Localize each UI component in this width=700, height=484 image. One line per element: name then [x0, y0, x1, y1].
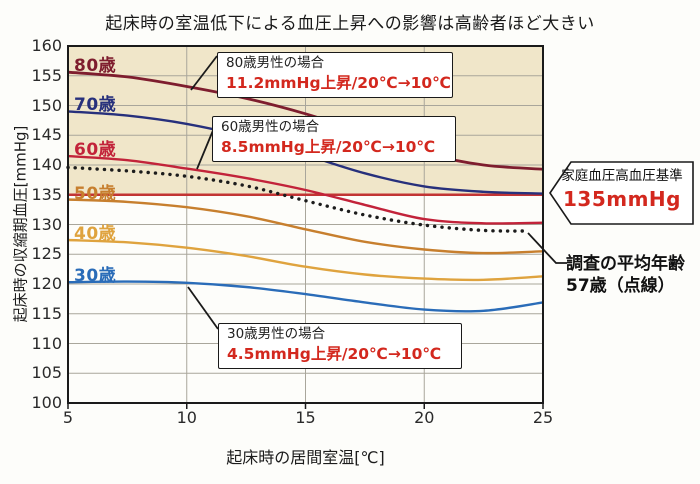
annotation-pointer	[187, 286, 219, 330]
chart-title: 起床時の室温低下による血圧上昇への影響は高齢者ほど大きい	[105, 14, 595, 34]
curve-avg-57	[66, 165, 529, 233]
curve-age-50	[67, 198, 544, 255]
x-tick-label: 20	[414, 408, 435, 427]
y-tick-label: 105	[31, 363, 62, 383]
y-tick-label: 155	[31, 65, 62, 85]
survey-note-line2: 57歳（点線）	[566, 276, 675, 296]
y-axis-label: 起床時の収縮期血圧[mmHg]	[11, 125, 30, 323]
curve-label-age-30: 30歳	[74, 266, 117, 287]
plot-border	[67, 45, 544, 404]
y-tick-label: 125	[31, 244, 62, 264]
x-tick-label: 25	[532, 408, 554, 427]
curve-age-30	[67, 280, 544, 313]
curve-age-40	[67, 238, 544, 282]
x-axis-label: 起床時の居間室温[℃]	[226, 448, 385, 467]
survey-note-line1: 調査の平均年齢	[566, 254, 685, 274]
callout-pentagon	[549, 161, 694, 225]
y-tick-label: 115	[31, 303, 62, 323]
annotation-pointer	[196, 127, 215, 170]
y-tick-label: 100	[31, 393, 62, 412]
y-tick-label: 150	[31, 95, 62, 115]
annotation-rise-value: 4.5mmHg上昇/20℃→10℃	[227, 344, 442, 363]
y-tick-label: 135	[31, 184, 62, 204]
curve-label-age-60: 60歳	[74, 140, 117, 161]
annotation-case-label: 60歳男性の場合	[221, 119, 320, 135]
y-tick-label: 120	[31, 274, 62, 293]
curve-age-80	[67, 70, 544, 171]
annotation-case-label: 30歳男性の場合	[227, 326, 326, 342]
annotation-pointer	[190, 55, 218, 91]
annotation-case-label: 80歳男性の場合	[226, 55, 325, 71]
y-tick-label: 160	[31, 36, 62, 55]
survey-note-pointer	[527, 232, 567, 264]
curve-age-60	[67, 154, 544, 225]
y-tick-label: 145	[31, 125, 62, 145]
annotation-box-age-30: 30歳男性の場合 4.5mmHg上昇/20℃→10℃	[218, 323, 462, 369]
x-tick-label: 15	[295, 408, 316, 427]
curve-label-age-70: 70歳	[74, 95, 117, 116]
curve-label-age-40: 40歳	[74, 223, 117, 244]
curve-label-age-50: 50歳	[74, 183, 117, 204]
callout-label: 家庭血圧高血圧基準	[561, 168, 683, 184]
hypertension-threshold-callout: 家庭血圧高血圧基準 135mmHg	[552, 168, 692, 212]
annotation-box-age-60: 60歳男性の場合 8.5mmHg上昇/20℃→10℃	[212, 116, 456, 162]
y-tick-label: 130	[31, 214, 62, 234]
annotation-box-age-80: 80歳男性の場合 11.2mmHg上昇/20℃→10℃	[217, 52, 453, 98]
annotation-rise-value: 11.2mmHg上昇/20℃→10℃	[226, 73, 451, 92]
x-tick-label: 5	[62, 408, 74, 427]
callout-value: 135mmHg	[563, 186, 681, 211]
y-tick-label: 140	[31, 155, 62, 174]
y-tick-label: 110	[31, 333, 62, 353]
x-tick-label: 10	[176, 408, 197, 427]
annotation-rise-value: 8.5mmHg上昇/20℃→10℃	[221, 137, 436, 156]
curve-label-age-80: 80歳	[74, 56, 117, 77]
survey-average-age-note: 調査の平均年齢 57歳（点線）	[566, 253, 685, 297]
